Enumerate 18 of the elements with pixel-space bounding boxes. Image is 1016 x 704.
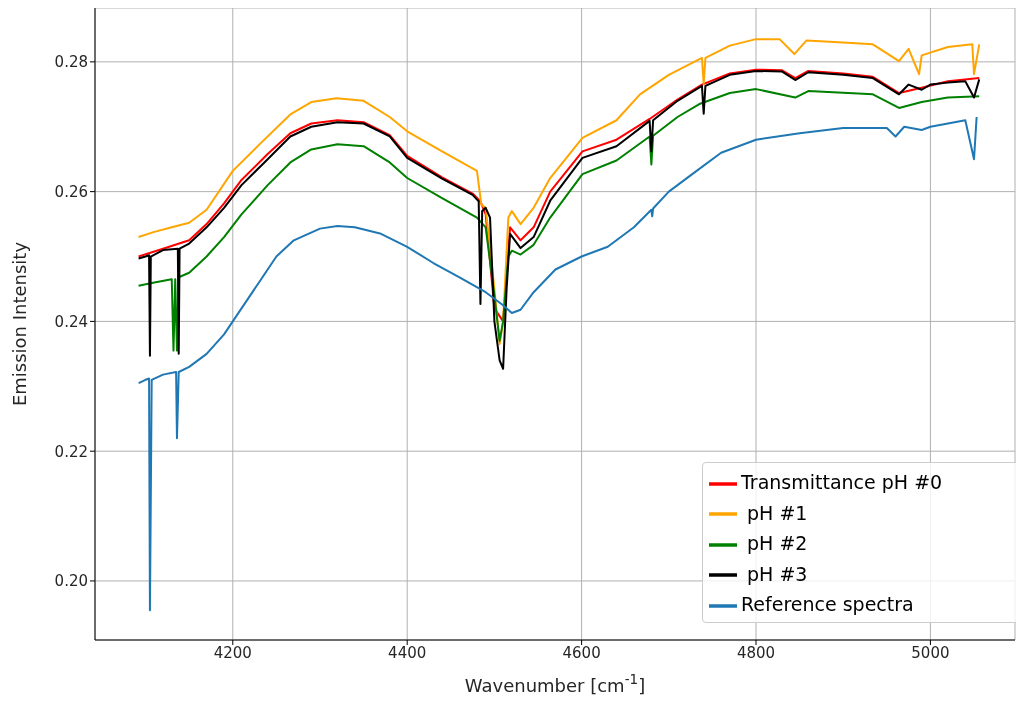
y-axis-title: Emission Intensity: [9, 241, 30, 407]
y-tick-label: 0.22: [54, 442, 88, 461]
x-tick-label: 4200: [213, 643, 252, 662]
legend-label: pH #1: [746, 501, 808, 524]
y-tick-label: 0.24: [54, 312, 88, 331]
x-tick-label: 5000: [911, 643, 950, 662]
legend-label: Transmittance pH #0: [741, 471, 943, 493]
y-tick-label: 0.20: [54, 572, 88, 591]
x-tick-label: 4800: [736, 643, 776, 662]
x-tick-label: 4600: [562, 643, 601, 662]
legend-label: pH #3: [746, 562, 808, 585]
y-tick-label: 0.28: [54, 53, 88, 72]
x-tick-label: 4400: [388, 643, 427, 662]
legend-label: Reference spectra: [741, 593, 914, 615]
legend-label: pH #2: [746, 532, 808, 554]
line-series: [137, 38, 981, 346]
x-axis-title: Wavenumber [cm$^{-1}$]: [464, 671, 646, 696]
y-tick-label: 0.26: [54, 182, 88, 201]
